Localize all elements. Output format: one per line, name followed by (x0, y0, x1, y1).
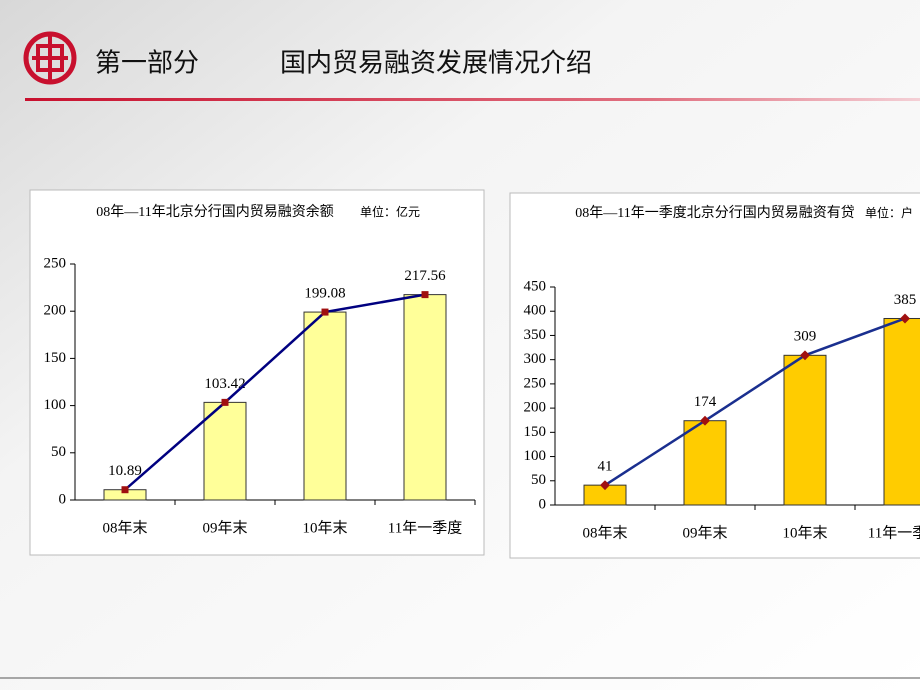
bar (683, 420, 727, 506)
y-tick-label: 250 (524, 375, 547, 391)
trend-line (124, 293, 426, 491)
value-label: 199.08 (304, 286, 345, 302)
x-tick-label: 09年末 (202, 519, 247, 536)
section-label: 第一部分 (95, 49, 199, 79)
line-marker (121, 486, 129, 494)
y-tick-label: 0 (59, 491, 67, 507)
value-label: 309 (794, 329, 817, 345)
page-title: 国内贸易融资发展情况介绍 (280, 49, 592, 79)
y-tick-label: 150 (44, 350, 67, 366)
line-marker (800, 350, 810, 361)
x-tick-label: 11年一季度 (868, 524, 920, 541)
value-label: 174 (694, 394, 717, 410)
x-tick-label: 08年末 (102, 519, 147, 536)
x-tick-label: 11年一季度 (388, 519, 462, 536)
y-tick-label: 450 (524, 278, 547, 294)
line-marker (700, 415, 710, 426)
y-tick-label: 350 (524, 327, 547, 343)
y-tick-label: 50 (531, 472, 546, 488)
logo (23, 31, 77, 85)
line-marker (421, 291, 429, 299)
x-tick-label: 08年末 (582, 524, 627, 541)
y-tick-label: 300 (524, 351, 547, 367)
y-tick-label: 0 (539, 496, 547, 512)
chart-unit: 单位：亿元 (360, 204, 420, 219)
chart-title: 08年—11年一季度北京分行国内贸易融资有贷 (575, 205, 854, 221)
trend-line (604, 317, 906, 487)
value-label: 10.89 (108, 463, 142, 479)
bar (883, 317, 920, 506)
title-rule (25, 98, 920, 101)
chart-unit: 单位：户 (865, 205, 913, 220)
line-marker (321, 308, 329, 316)
value-label: 41 (598, 459, 613, 475)
y-tick-label: 200 (524, 400, 547, 416)
line-marker (221, 398, 229, 406)
y-tick-label: 400 (524, 303, 547, 319)
bar (203, 401, 247, 501)
x-tick-label: 10年末 (782, 524, 827, 541)
chart-title: 08年—11年北京分行国内贸易融资余额 (96, 203, 333, 220)
y-tick-label: 200 (44, 303, 67, 319)
y-tick-label: 150 (524, 424, 547, 440)
value-label: 103.42 (204, 376, 245, 392)
y-tick-label: 250 (44, 255, 67, 271)
value-label: 217.56 (404, 268, 446, 284)
y-tick-label: 100 (44, 397, 67, 413)
x-tick-label: 10年末 (302, 519, 347, 536)
y-tick-label: 50 (51, 444, 66, 460)
x-tick-label: 09年末 (682, 524, 727, 541)
value-label: 385 (894, 292, 917, 308)
bar (403, 294, 447, 501)
bar (303, 311, 347, 501)
line-marker (900, 313, 910, 324)
line-marker (600, 480, 610, 491)
bar (783, 354, 827, 506)
y-tick-label: 100 (524, 448, 547, 464)
